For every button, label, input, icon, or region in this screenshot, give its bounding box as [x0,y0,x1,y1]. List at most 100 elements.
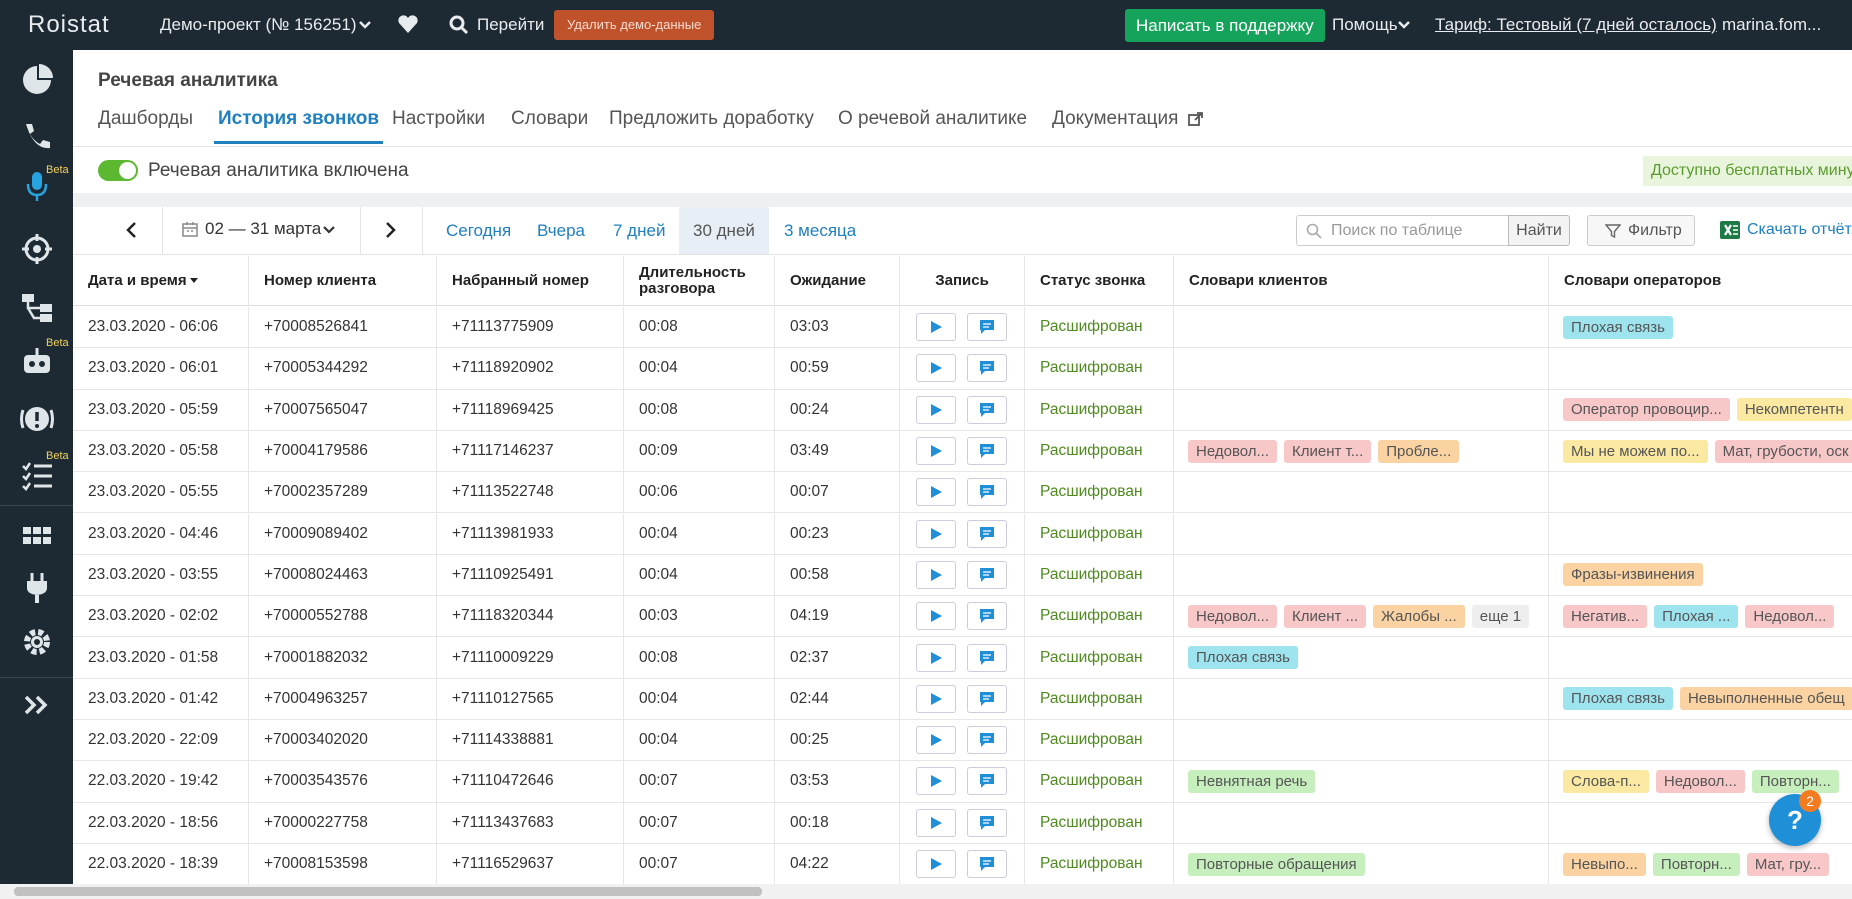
tab[interactable]: Настройки [392,108,486,129]
dictionary-tag[interactable]: Слова-п... [1563,769,1649,793]
dictionary-tag[interactable]: Повторные обращения [1188,852,1365,876]
dictionary-tag[interactable]: Плохая связь [1563,687,1673,711]
scrollbar-thumb[interactable] [14,887,762,896]
transcript-button[interactable] [967,726,1007,755]
play-button[interactable] [916,478,956,507]
tab[interactable]: История звонков [218,108,380,129]
delete-demo-button[interactable]: Удалить демо-данные [554,10,715,40]
tariff-link[interactable]: Тариф: Тестовый (7 дней осталось) [1435,15,1717,34]
play-button[interactable] [916,395,956,424]
dictionary-tag[interactable]: Недовол... [1188,604,1278,628]
transcript-button[interactable] [967,767,1007,796]
play-button[interactable] [916,602,956,631]
play-button[interactable] [916,850,956,879]
transcript-button[interactable] [967,560,1007,589]
dictionary-tag[interactable]: Фразы-извинения [1563,563,1703,587]
dictionary-tag[interactable]: Пробле... [1378,439,1460,463]
tab[interactable]: Дашборды [98,108,193,129]
user-menu[interactable]: marina.fom... [1722,15,1822,34]
nav-icon[interactable] [20,458,54,492]
transcript-button[interactable] [967,519,1007,548]
goto-link[interactable]: Перейти [477,15,545,34]
nav-icon[interactable] [20,570,54,604]
play-button[interactable] [916,767,956,796]
next-button[interactable] [380,220,400,240]
tab[interactable]: Словари [511,108,589,129]
dictionary-tag[interactable]: Мат, гру... [1746,852,1830,876]
dictionary-tag[interactable]: Повторн... [1751,769,1839,793]
period[interactable]: 3 месяца [784,221,857,240]
dictionary-tag[interactable]: Оператор провоцир... [1563,398,1730,422]
transcript-button[interactable] [967,478,1007,507]
period[interactable]: 30 дней [679,207,769,254]
dictionary-tag[interactable]: Жалобы ... [1373,604,1465,628]
dictionary-tag[interactable]: Плохая связь [1563,315,1673,339]
nav-icon[interactable] [20,232,54,266]
transcript-button[interactable] [967,850,1007,879]
nav-icon[interactable] [20,63,54,97]
tab[interactable]: Предложить доработку [609,108,814,129]
health-icon[interactable] [397,14,419,34]
dictionary-tag[interactable]: Повторн... [1652,852,1740,876]
nav-icon[interactable] [20,402,54,436]
tab[interactable]: Документация [1052,108,1179,129]
column-header[interactable]: Словари клиентов [1174,256,1549,305]
toggle[interactable] [98,160,138,181]
filter-button[interactable]: Фильтр [1587,215,1695,246]
dictionary-tag[interactable]: Недовол... [1188,439,1278,463]
play-button[interactable] [916,313,956,342]
export-link[interactable]: Скачать отчёт [1747,221,1852,238]
period[interactable]: Сегодня [446,221,512,240]
column-header[interactable]: Запись [900,256,1025,305]
play-button[interactable] [916,560,956,589]
tab[interactable]: О речевой аналитике [838,108,1028,129]
dictionary-tag[interactable]: Недовол... [1655,769,1745,793]
column-header[interactable]: Номер клиента [249,256,437,305]
play-button[interactable] [916,354,956,383]
dictionary-tag[interactable]: Некомпетентн [1736,398,1852,422]
play-button[interactable] [916,684,956,713]
play-button[interactable] [916,726,956,755]
play-button[interactable] [916,437,956,466]
nav-icon[interactable] [20,625,54,659]
dictionary-tag[interactable]: Невыполненные обещ [1679,687,1852,711]
period[interactable]: Вчера [537,221,585,240]
nav-icon[interactable] [20,168,54,202]
dictionary-tag[interactable]: еще 1 [1471,604,1530,628]
column-header[interactable]: Дата и время [73,256,249,305]
nav-icon[interactable] [20,518,54,552]
dictionary-tag[interactable]: Плохая связь [1188,646,1298,670]
column-header[interactable]: Набранный номер [437,256,624,305]
transcript-button[interactable] [967,643,1007,672]
column-header[interactable]: Длительность разговора [624,256,775,305]
transcript-button[interactable] [967,354,1007,383]
dictionary-tag[interactable]: Клиент т... [1284,439,1372,463]
column-header[interactable]: Статус звонка [1025,256,1174,305]
dictionary-tag[interactable]: Невыпо... [1563,852,1646,876]
column-header[interactable]: Словари операторов [1549,256,1852,305]
nav-icon[interactable] [20,120,54,154]
transcript-button[interactable] [967,395,1007,424]
prev-button[interactable] [122,220,142,240]
play-button[interactable] [916,643,956,672]
help-menu[interactable]: Помощь [1332,15,1398,34]
dictionary-tag[interactable]: Недовол... [1745,604,1835,628]
nav-icon[interactable] [20,345,54,379]
project-select[interactable]: Демо-проект (№ 156251) [160,15,357,34]
expand-icon[interactable] [20,688,54,722]
period[interactable]: 7 дней [613,221,666,240]
logo[interactable]: Roistat [28,11,110,38]
search-input[interactable]: Поиск по таблице [1296,215,1509,246]
dictionary-tag[interactable]: Негатив... [1563,604,1648,628]
transcript-button[interactable] [967,437,1007,466]
transcript-button[interactable] [967,684,1007,713]
dictionary-tag[interactable]: Мы не можем по... [1563,439,1708,463]
date-range[interactable]: 02 — 31 марта [205,219,322,238]
dictionary-tag[interactable]: Клиент ... [1284,604,1367,628]
transcript-button[interactable] [967,808,1007,837]
support-button[interactable]: Написать в поддержку [1125,9,1325,42]
dictionary-tag[interactable]: Невнятная речь [1188,769,1316,793]
search-button[interactable]: Найти [1508,215,1570,246]
play-button[interactable] [916,519,956,548]
dictionary-tag[interactable]: Плохая ... [1654,604,1739,628]
